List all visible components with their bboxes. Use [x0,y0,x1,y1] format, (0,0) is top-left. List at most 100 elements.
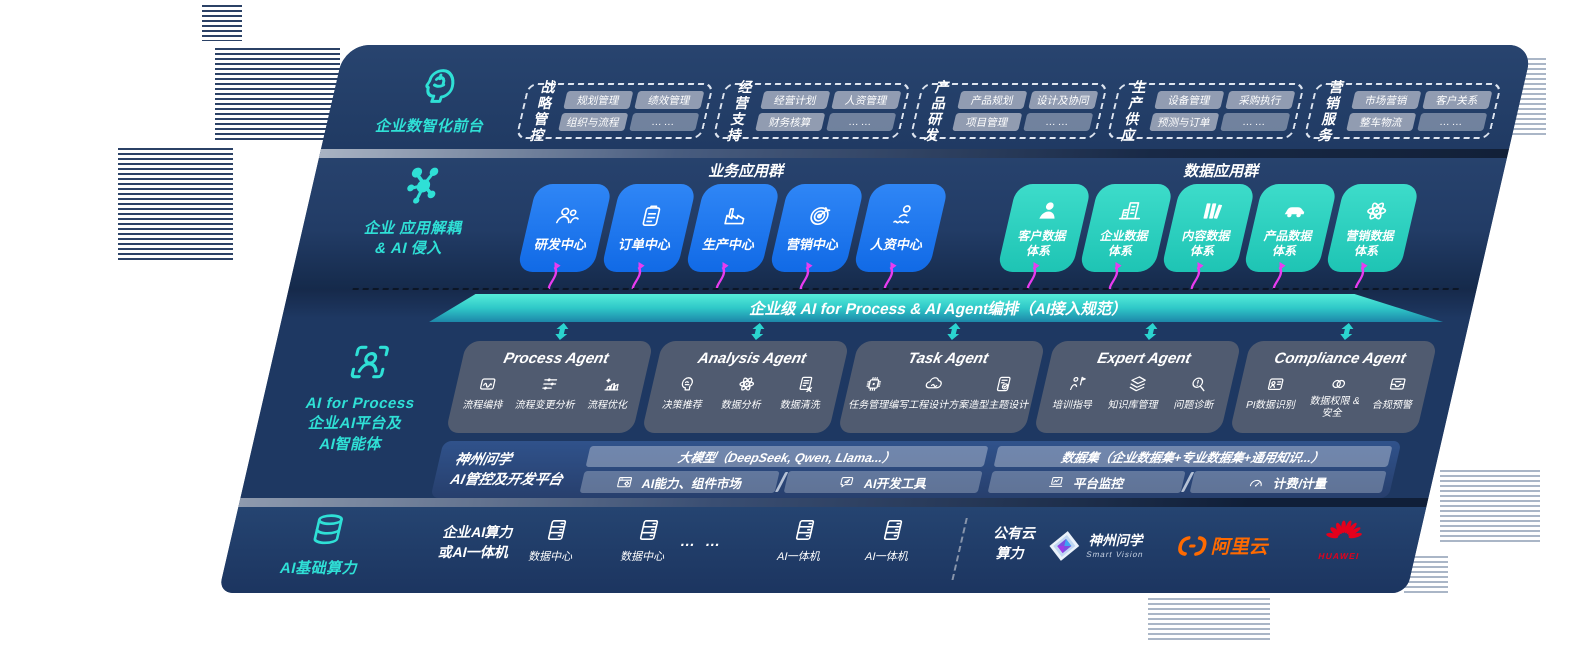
decor-stripes [215,48,340,143]
id-card-icon [1267,378,1284,391]
vertical-dashed-divider [951,518,968,580]
ai-layer-rail: AI for Process 企业AI平台及 AI智能体 [272,340,450,455]
atom-icon [738,377,754,391]
chip-more: …… [1220,113,1291,131]
chip-ai-market: AI能力、组件市场 [579,471,780,493]
compute-label: AI基础算力 [278,560,361,577]
chip-more: …… [826,113,897,131]
tile-marketing-center: 营销中心 [768,184,865,272]
double-arrow-icon [947,323,961,340]
building-icon [1118,202,1140,220]
server-icon [883,519,903,541]
tile-production-center: 生产中心 [684,184,781,272]
teach-icon [1069,376,1086,391]
tile-order-center: 订单中心 [600,184,697,272]
chip: 市场营销 [1351,91,1422,109]
tile-content-data: 内容数据 体系 [1160,184,1256,272]
clipboard-icon [642,205,661,227]
server-ai-appliance-2: AI一体机 [849,517,932,564]
decor-stripes [118,148,233,263]
data-apps-heading: 数据应用群 [1182,163,1262,180]
group-strategy: 战略 管控 规划管理 绩效管理 组织与流程 …… [515,79,715,143]
double-arrow-icon [555,323,569,340]
card-process-agent: Process Agent 流程编排 流程变更分析 流程优化 [445,341,654,433]
car-icon [1284,207,1304,218]
card-check-icon [996,376,1011,392]
compute-rail: AI基础算力 [262,511,388,579]
head-idea-icon [681,377,693,391]
server-icon [795,519,815,541]
diamond-logo-icon [1049,531,1080,561]
chip: 人资管理 [831,91,902,109]
model-bar: 大模型（DeepSeek, Qwen, Llama...） [585,446,989,467]
person-activity-icon [893,205,911,224]
chip: 整车物流 [1346,113,1417,131]
tile-rd-center: 研发中心 [516,184,613,272]
huawei-flower-icon [1326,520,1362,539]
card-compliance-agent: Compliance Agent PI数据识别 数据权限 & 安全 合规预警 [1229,341,1438,433]
sliders-icon [542,378,558,390]
chip-more: …… [1417,113,1488,131]
front-office-label: 企业数智化前台 [373,118,487,135]
cloud-gear-icon [925,377,942,389]
ellipsis-text: … … [678,533,726,550]
atom-icon [1366,202,1386,220]
card-analysis-agent: Analysis Agent 决策推荐 数据分析 数据清洗 [641,341,850,433]
tile-enterprise-data: 企业数据 体系 [1078,184,1174,272]
group-product: 产品 研发 产品规划 设计及协同 项目管理 …… [909,79,1109,143]
layer-boundary-dashed-line [352,288,1459,290]
diagnose-icon [1192,377,1205,392]
band-separator [238,498,1429,507]
front-office-groups: 战略 管控 规划管理 绩效管理 组织与流程 …… 经营 支持 经营计划 人资管理 财… [515,79,1503,143]
business-tiles: 研发中心 订单中心 生产中心 营销中心 人资中心 [516,184,949,272]
decor-stripes [1148,598,1270,640]
chip-dev-tools: AI开发工具 [783,471,983,493]
server-ai-appliance-1: AI一体机 [761,517,844,564]
server-icon [547,519,567,541]
app-layer-rail: 企业 应用解耦 & AI 侵入 [333,163,501,260]
ai-orchestration-banner: 企业级 AI for Process & AI Agent编排（AI接入规范） [429,294,1449,322]
gauge-icon [1250,479,1262,487]
tray-icon [1389,378,1406,390]
shenzhou-logo: 神州问学 Smart Vision [1043,529,1149,563]
chip-icon [866,377,882,391]
chip: 预测与订单 [1149,113,1220,131]
app-layer-label: 企业 应用解耦 [362,220,465,237]
chip-billing: 计费/计量 [1189,471,1387,493]
layers-icon [1130,376,1147,392]
decor-stripes [202,5,242,41]
people-icon [555,207,579,224]
person-scan-icon [350,345,389,379]
front-office-rail: 企业数智化前台 [348,65,525,137]
model-group: 大模型（DeepSeek, Qwen, Llama...） AI能力、组件市场 … [579,446,989,493]
dataset-bar: 数据集（企业数据集+专业数据集+通用知识...） [993,446,1393,467]
window-gear-icon [617,476,633,487]
compute-band: AI基础算力 企业AI算力 或AI一体机 数据中心 数据中心 … … AI一体机 … [218,507,1427,593]
data-tiles: 客户数据 体系 企业数据 体系 内容数据 体系 产品数据 体系 营销数据 体系 [996,184,1420,272]
decor-stripes [1440,470,1540,545]
chip: 组织与流程 [558,113,629,131]
tile-product-data: 产品数据 体系 [1242,184,1338,272]
double-arrow-icon [751,323,765,340]
chip: 设备管理 [1154,91,1225,109]
factory-icon [724,208,745,225]
chat-tool-icon [841,476,854,487]
server-icon [639,519,659,541]
tile-marketing-data: 营销数据 体系 [1324,184,1420,272]
flow-box-icon [480,378,496,390]
card-task-agent: Task Agent 任务管理 编写工程设计方案 造型主题设计 [837,341,1046,433]
public-cloud-label: 公有云 算力 [992,525,1039,561]
architecture-panel: 企业数智化前台 战略 管控 规划管理 绩效管理 组织与流程 …… 经营 支持 经营计… [218,45,1533,593]
chip: 采购执行 [1225,91,1296,109]
chip: 经营计划 [760,91,831,109]
bars-up-icon [604,378,619,391]
server-datacenter-1: 数据中心 [513,517,596,564]
agent-cards: Process Agent 流程编排 流程变更分析 流程优化 Analysis … [445,341,1438,433]
group-marketing: 营销 服务 市场营销 客户关系 整车物流 …… [1303,79,1503,143]
chip: 规划管理 [563,91,634,109]
platform-name: 神州问学 [453,451,514,467]
huawei-logo: HUAWEI [1308,518,1378,561]
band-separator [318,149,1509,158]
chip: 绩效管理 [634,91,705,109]
